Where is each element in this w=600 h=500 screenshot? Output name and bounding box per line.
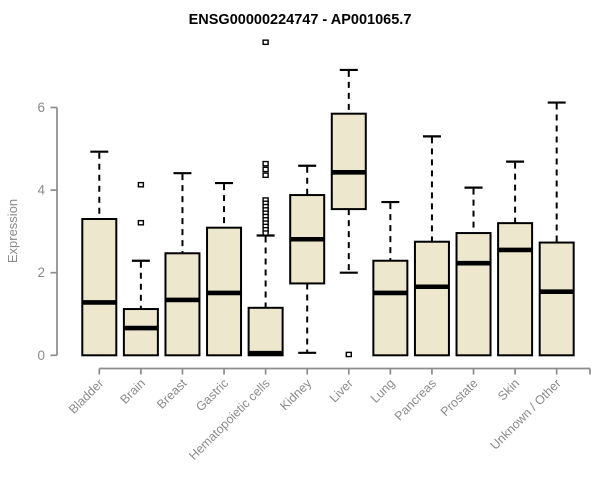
- box-group-brain: [122, 181, 159, 357]
- x-category-label-liver: Liver: [327, 376, 356, 405]
- box-iqr: [497, 222, 534, 357]
- x-category-label-hematopoietic-cells: Hematopoietic cells: [186, 376, 273, 463]
- y-tick-label: 2: [37, 265, 45, 280]
- outlier-point: [345, 351, 352, 358]
- outlier-point: [137, 219, 145, 226]
- outlier-point: [262, 230, 269, 236]
- box-iqr: [538, 241, 575, 357]
- outlier-point: [262, 39, 269, 46]
- x-category-label-pancreas: Pancreas: [392, 376, 439, 423]
- outlier-point: [137, 181, 145, 188]
- box-iqr: [413, 240, 450, 357]
- box-group-kidney: [289, 164, 326, 354]
- box-iqr: [247, 306, 284, 357]
- outlier-point: [262, 166, 269, 173]
- x-category-label-kidney: Kidney: [277, 376, 314, 413]
- x-category-label-brain: Brain: [117, 376, 148, 407]
- x-category-label-gastric: Gastric: [193, 376, 231, 414]
- box-group-skin: [497, 160, 534, 357]
- x-category-label-skin: Skin: [495, 376, 522, 403]
- chart-title: ENSG00000224747 - AP001065.7: [189, 12, 412, 28]
- box-iqr: [455, 232, 492, 357]
- box-group-hematopoietic-cells: [247, 39, 284, 357]
- outlier-point: [262, 172, 269, 179]
- box-iqr: [330, 112, 367, 211]
- box-iqr: [164, 252, 201, 357]
- box-group-liver: [330, 68, 367, 358]
- x-category-label-unknown-other: Unknown / Other: [488, 376, 564, 452]
- box-group-prostate: [455, 186, 492, 357]
- box-group-breast: [164, 172, 201, 357]
- x-category-label-breast: Breast: [154, 376, 190, 412]
- box-group-bladder: [81, 150, 118, 357]
- y-tick-label: 0: [37, 348, 45, 363]
- box-group-pancreas: [413, 135, 450, 357]
- box-group-gastric: [206, 181, 243, 357]
- box-group-unknown-other: [538, 101, 575, 357]
- y-tick-label: 4: [37, 183, 45, 198]
- y-axis-label: Expression: [5, 199, 20, 263]
- x-category-label-prostate: Prostate: [438, 376, 481, 419]
- plot-area: 0 2 4 6 Bladder Brain Breast GastricHematopoiet…: [37, 39, 591, 463]
- x-category-label-bladder: Bladder: [66, 376, 106, 416]
- y-tick-label: 6: [37, 100, 45, 115]
- box-group-lung: [372, 200, 409, 357]
- box-iqr: [81, 218, 118, 357]
- box-iqr: [372, 259, 409, 357]
- x-category-label-lung: Lung: [368, 376, 398, 406]
- box-iqr: [122, 308, 159, 357]
- outlier-point: [262, 160, 269, 167]
